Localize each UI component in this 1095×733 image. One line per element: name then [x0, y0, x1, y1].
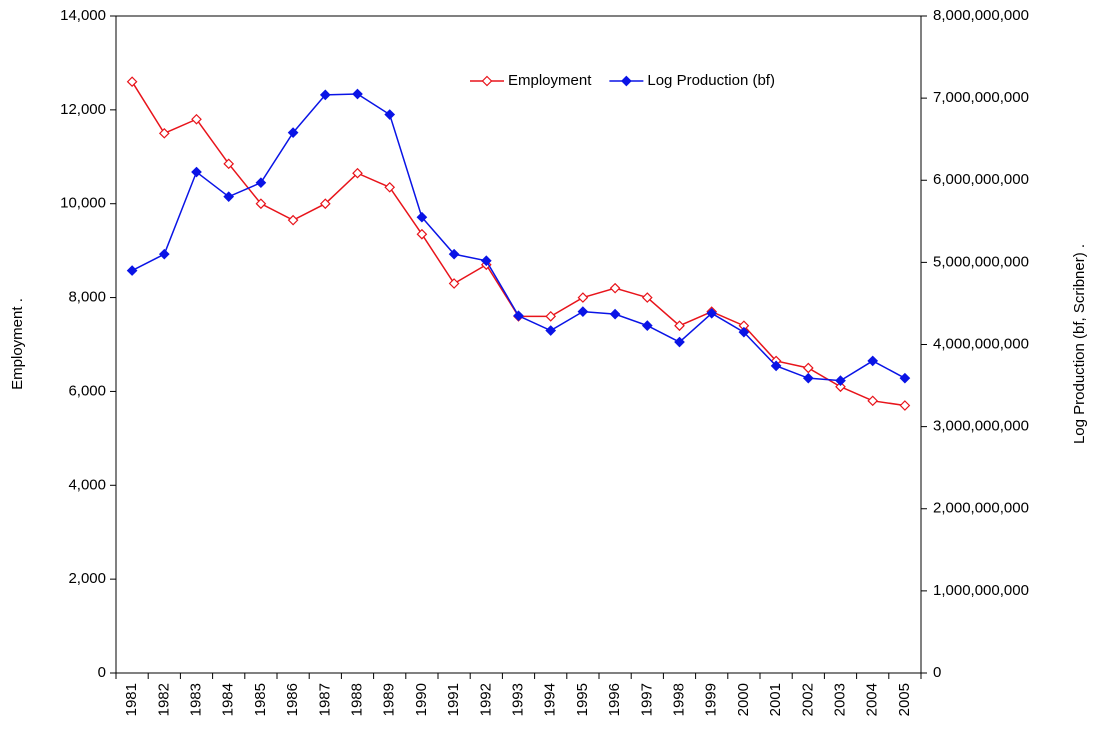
data-point — [384, 181, 396, 193]
data-point — [609, 282, 621, 294]
data-point — [126, 265, 138, 276]
data-point — [802, 362, 814, 374]
x-tick-label: 1987 — [316, 683, 333, 716]
y-axis-label: Employment . — [9, 298, 26, 390]
x-tick-label: 1991 — [445, 683, 462, 716]
data-point — [287, 214, 299, 226]
y-tick-label: 10,000 — [60, 195, 106, 212]
x-tick-label: 1982 — [155, 683, 172, 716]
x-tick-label: 1992 — [477, 683, 494, 716]
legend-marker — [481, 75, 493, 87]
y2-tick-label: 5,000,000,000 — [933, 253, 1029, 270]
data-point — [223, 158, 235, 170]
data-point — [255, 177, 267, 189]
data-point — [577, 306, 589, 317]
data-point — [674, 336, 685, 348]
data-point — [674, 320, 685, 332]
x-tick-label: 1990 — [413, 683, 430, 716]
data-point — [255, 198, 267, 210]
data-point — [416, 211, 428, 223]
x-tick-label: 1998 — [670, 683, 687, 716]
data-point — [802, 372, 814, 384]
data-point — [641, 320, 653, 331]
data-point — [416, 228, 428, 240]
data-point — [448, 248, 460, 260]
data-point — [191, 113, 202, 125]
y2-tick-label: 3,000,000,000 — [933, 418, 1029, 435]
x-tick-label: 2001 — [767, 683, 784, 716]
y2-axis-label: Log Production (bf, Scribner) . — [1071, 244, 1088, 444]
y2-tick-label: 8,000,000,000 — [933, 7, 1029, 24]
data-point — [352, 167, 363, 179]
x-tick-label: 1995 — [574, 683, 591, 716]
series-line — [131, 93, 906, 382]
data-point — [319, 198, 331, 210]
y-tick-label: 12,000 — [60, 101, 106, 118]
x-tick-label: 2003 — [831, 683, 848, 716]
data-point — [835, 381, 846, 393]
data-point — [448, 278, 460, 289]
x-tick-label: 1989 — [381, 683, 398, 716]
x-tick-label: 1986 — [284, 683, 301, 716]
data-point — [513, 310, 524, 322]
x-tick-label: 1983 — [187, 683, 204, 716]
data-point — [352, 88, 363, 100]
data-point — [609, 308, 621, 320]
data-point — [480, 255, 492, 267]
data-point — [545, 325, 557, 336]
x-tick-label: 1984 — [220, 683, 237, 716]
y-tick-label: 6,000 — [68, 382, 106, 399]
data-point — [835, 375, 846, 386]
y2-tick-label: 1,000,000,000 — [933, 582, 1029, 599]
data-point — [641, 292, 653, 303]
x-tick-label: 1993 — [509, 683, 526, 716]
data-point — [770, 360, 782, 372]
legend-label: Employment — [508, 72, 592, 89]
data-point — [867, 355, 879, 367]
data-point — [126, 76, 138, 88]
data-point — [706, 307, 718, 319]
y2-tick-label: 4,000,000,000 — [933, 335, 1029, 352]
series-line — [131, 81, 906, 407]
y-tick-label: 4,000 — [68, 476, 106, 493]
data-point — [319, 89, 331, 101]
data-point — [738, 326, 750, 338]
x-tick-label: 1994 — [542, 683, 559, 716]
data-point — [158, 127, 170, 139]
x-tick-label: 1988 — [348, 683, 365, 716]
data-point — [899, 372, 911, 384]
y2-tick-label: 2,000,000,000 — [933, 500, 1029, 517]
x-tick-label: 2000 — [735, 683, 752, 716]
data-point — [384, 109, 396, 120]
data-point — [545, 310, 557, 322]
x-tick-label: 1996 — [606, 683, 623, 716]
data-point — [577, 292, 589, 303]
y-tick-label: 14,000 — [60, 7, 106, 24]
x-tick-label: 1999 — [703, 683, 720, 716]
data-point — [287, 127, 299, 138]
x-tick-label: 1985 — [252, 683, 269, 716]
y-tick-label: 0 — [98, 664, 106, 681]
x-tick-label: 1997 — [638, 683, 655, 716]
data-point — [899, 400, 911, 411]
y2-tick-label: 6,000,000,000 — [933, 171, 1029, 188]
legend-label: Log Production (bf) — [647, 72, 775, 89]
y2-tick-label: 0 — [933, 664, 941, 681]
y-tick-label: 8,000 — [68, 289, 106, 306]
data-point — [158, 248, 170, 260]
data-point — [191, 166, 202, 178]
x-tick-label: 2002 — [799, 683, 816, 716]
x-tick-label: 2005 — [896, 683, 913, 716]
y-tick-label: 2,000 — [68, 570, 106, 587]
x-tick-label: 1981 — [123, 683, 140, 716]
data-point — [223, 191, 235, 203]
data-point — [867, 395, 879, 407]
legend-marker — [621, 75, 632, 87]
x-tick-label: 2004 — [864, 683, 881, 716]
y2-tick-label: 7,000,000,000 — [933, 89, 1029, 106]
